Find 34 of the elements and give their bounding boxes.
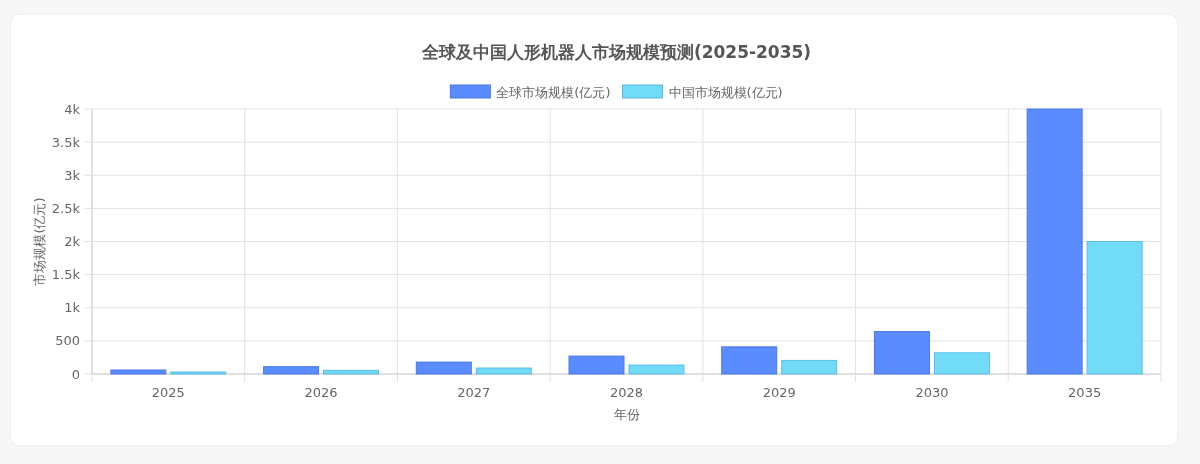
bar xyxy=(475,367,532,375)
y-tick-label: 3.5k xyxy=(51,134,81,150)
bar xyxy=(110,369,167,375)
y-tick-label: 2.5k xyxy=(51,200,81,216)
bar xyxy=(873,331,930,375)
legend-label: 全球市场规模(亿元) xyxy=(496,84,611,100)
x-tick-label: 2026 xyxy=(304,385,338,400)
x-tick-label: 2030 xyxy=(915,385,949,400)
x-tick-label: 2025 xyxy=(151,385,185,400)
x-tick-label: 2027 xyxy=(457,385,491,400)
bar xyxy=(721,346,778,375)
bar xyxy=(568,355,625,375)
bar xyxy=(1086,241,1143,375)
bar xyxy=(415,361,472,375)
y-tick-label: 1.5k xyxy=(51,267,81,283)
y-tick-label: 3k xyxy=(64,167,81,183)
x-tick-label: 2029 xyxy=(762,385,796,400)
y-tick-label: 1k xyxy=(64,300,81,316)
legend-label: 中国市场规模(亿元) xyxy=(668,84,783,100)
y-tick-label: 500 xyxy=(55,333,80,349)
bar xyxy=(263,366,320,375)
bar xyxy=(323,369,380,375)
chart-title: 全球及中国人形机器人市场规模预测(2025-2035) xyxy=(420,42,812,62)
x-tick-label: 2028 xyxy=(609,385,644,400)
bar xyxy=(1026,108,1083,375)
y-tick-label: 4k xyxy=(64,101,81,117)
x-tick-label: 2035 xyxy=(1068,385,1102,400)
bar xyxy=(781,359,838,375)
bar xyxy=(628,364,685,375)
x-axis-title: 年份 xyxy=(613,407,640,422)
y-tick-label: 2k xyxy=(64,234,81,249)
y-axis-title: 市场规模(亿元) xyxy=(32,197,47,286)
y-tick-label: 0 xyxy=(71,366,80,382)
bar xyxy=(933,352,990,375)
